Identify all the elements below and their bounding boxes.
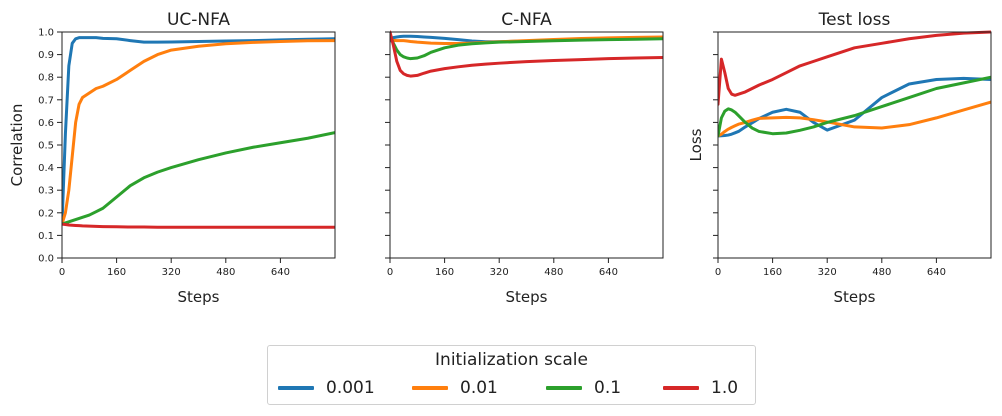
subplot-title: C-NFA [501,10,552,30]
series-lines [390,30,663,78]
y-tick-label: 1.0 [38,28,54,39]
x-tick-label: 320 [162,267,181,278]
axes-frame [717,31,992,259]
x-tick-label: 480 [544,267,563,278]
x-tick-label: 160 [107,267,126,278]
y-tick-label: 0.6 [38,118,54,129]
x-tick-label: 160 [763,267,782,278]
legend-items: 0.001 0.01 0.1 1.0 [268,376,755,400]
axes-frame [61,31,336,259]
y-tick-label: 0.1 [38,231,54,242]
series-line-0.01 [718,100,991,138]
legend-label: 1.0 [711,378,739,398]
subplot-title: Test loss [818,10,891,30]
series-line-0.01 [390,35,663,46]
subplot-title: UC-NFA [167,10,230,30]
x-tick-label: 480 [872,267,891,278]
series-line-0.1 [390,33,663,61]
series-line-0.1 [718,75,991,138]
series-line-0.1 [62,131,335,226]
x-tick-label: 320 [490,267,509,278]
y-tick-label: 0.9 [38,50,54,61]
y-tick-label: 0.5 [38,141,54,152]
legend-swatch-0.01 [412,386,448,390]
series-line-1.0 [62,222,335,229]
legend-label: 0.01 [460,378,498,398]
legend-label: 0.1 [594,378,622,398]
x-tick-label: 640 [271,267,290,278]
x-tick-label: 160 [435,267,454,278]
legend-title: Initialization scale [435,350,588,370]
series-line-1.0 [390,30,663,78]
series-line-0.001 [62,36,335,226]
series-line-1.0 [718,30,991,106]
y-tick-label: 0.7 [38,95,54,106]
x-axis-label: Steps [834,288,876,306]
axes-frame [389,31,664,259]
series-lines [718,30,991,138]
legend-swatch-0.1 [546,386,582,390]
x-tick-label: 640 [927,267,946,278]
x-tick-label: 0 [59,267,65,278]
y-axis-label: Loss [687,128,705,161]
x-tick-label: 0 [387,267,393,278]
series-lines [62,36,335,229]
subplot-3: 0 160 320 480 640 Test loss Steps Loss [687,10,992,306]
subplot-2: 0 160 320 480 640 C-NFA Steps [385,10,664,306]
series-line-0.001 [718,76,991,138]
x-tick-label: 480 [216,267,235,278]
series-line-0.01 [62,39,335,226]
x-axis-label: Steps [178,288,220,306]
y-tick-label: 0.2 [38,208,54,219]
y-axis-label: Correlation [8,104,26,187]
y-tick-label: 0.0 [38,254,54,265]
x-tick-label: 0 [715,267,721,278]
x-axis-label: Steps [506,288,548,306]
legend: Initialization scale 0.001 0.01 0.1 1.0 [267,345,756,405]
subplot-1: 0 160 320 480 640 0.0 0.1 0.2 0.3 0.4 0.5 0.6 0.7 0.8… [8,10,336,306]
y-tick-label: 0.8 [38,73,54,84]
x-tick-label: 640 [599,267,618,278]
x-tick-label: 320 [818,267,837,278]
legend-swatch-0.001 [278,386,314,390]
y-tick-label: 0.3 [38,186,54,197]
legend-label: 0.001 [326,378,375,398]
y-tick-label: 0.4 [38,163,54,174]
legend-swatch-1.0 [663,386,699,390]
